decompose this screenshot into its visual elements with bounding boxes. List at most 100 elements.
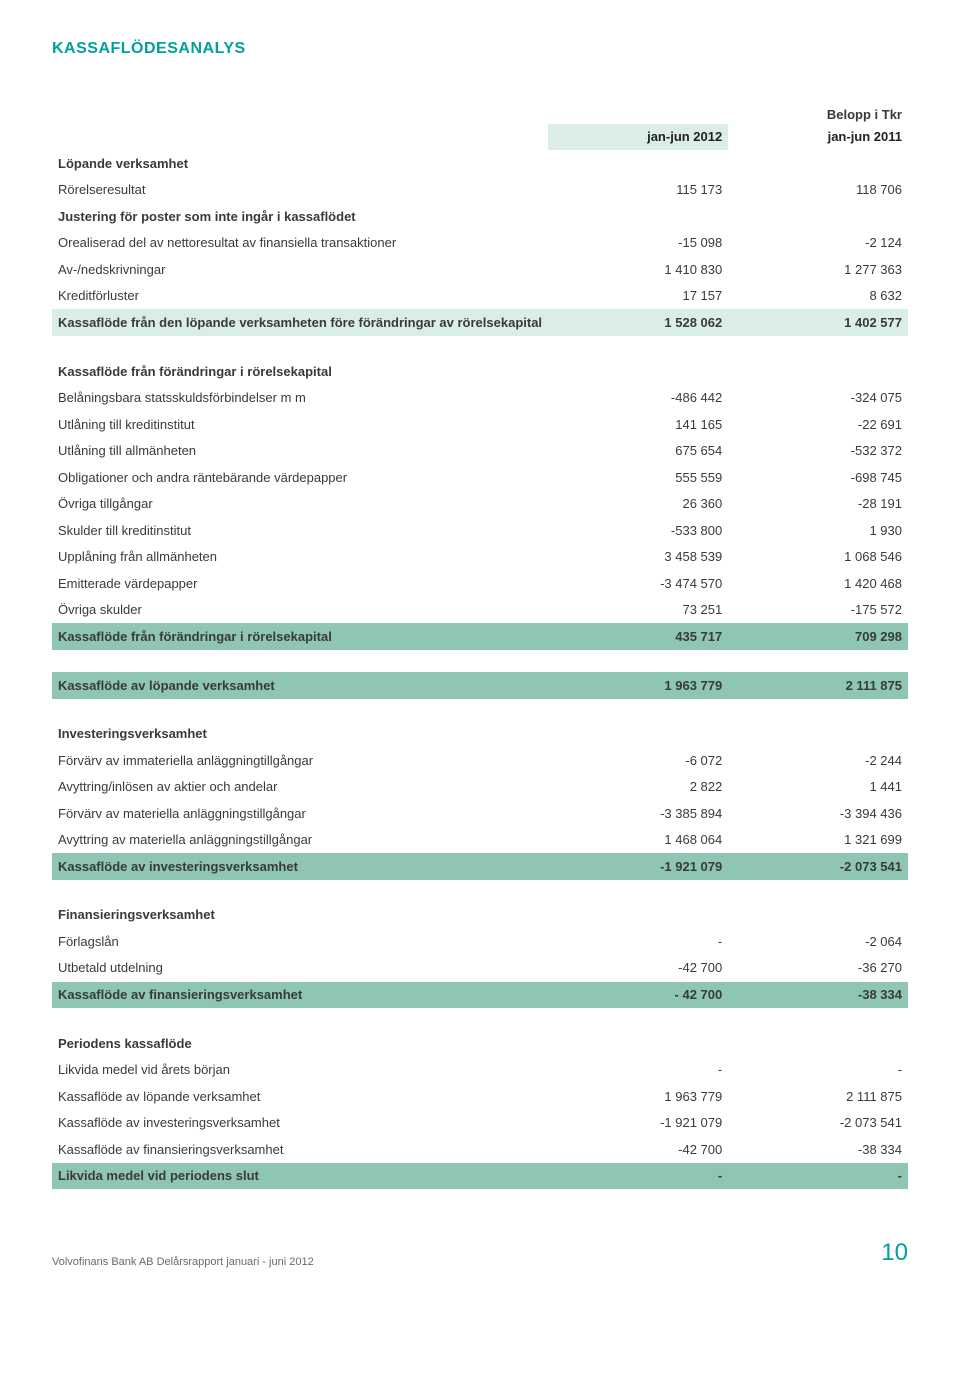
row-value-1: 115 173	[548, 177, 728, 204]
page-footer: Volvofinans Bank AB Delårsrapport januar…	[52, 1237, 908, 1269]
row-value-1: -	[548, 928, 728, 955]
row-value-2: -2 124	[728, 230, 908, 257]
table-row: Likvida medel vid periodens slut--	[52, 1163, 908, 1190]
table-row: Kassaflöde från förändringar i rörelseka…	[52, 358, 908, 385]
row-value-1: -	[548, 1057, 728, 1084]
row-label: Utlåning till allmänheten	[52, 438, 548, 465]
row-value-2	[728, 721, 908, 748]
row-label: Emitterade värdepapper	[52, 570, 548, 597]
footer-text: Volvofinans Bank AB Delårsrapport januar…	[52, 1255, 314, 1270]
row-value-2: -698 745	[728, 464, 908, 491]
row-value-1: -	[548, 1163, 728, 1190]
table-row: Avyttring/inlösen av aktier och andelar2…	[52, 774, 908, 801]
row-value-2: -	[728, 1163, 908, 1190]
row-label: Kassaflöde av finansieringsverksamhet	[52, 1136, 548, 1163]
column-header-1: jan-jun 2012	[548, 124, 728, 151]
row-label: Orealiserad del av nettoresultat av fina…	[52, 230, 548, 257]
row-value-2: -36 270	[728, 955, 908, 982]
table-row: Periodens kassaflöde	[52, 1030, 908, 1057]
row-value-2: -2 073 541	[728, 1110, 908, 1137]
row-value-1: 435 717	[548, 623, 728, 650]
row-value-2: -22 691	[728, 411, 908, 438]
row-label: Kreditförluster	[52, 283, 548, 310]
row-label: Avyttring av materiella anläggningstillg…	[52, 827, 548, 854]
row-value-2: -38 334	[728, 1136, 908, 1163]
table-row: Emitterade värdepapper-3 474 5701 420 46…	[52, 570, 908, 597]
table-row: Finansieringsverksamhet	[52, 902, 908, 929]
table-row: Utlåning till kreditinstitut141 165-22 6…	[52, 411, 908, 438]
row-value-1: 17 157	[548, 283, 728, 310]
row-value-2: 8 632	[728, 283, 908, 310]
row-value-2: 1 402 577	[728, 309, 908, 336]
table-row: Förlagslån--2 064	[52, 928, 908, 955]
row-value-1: 1 528 062	[548, 309, 728, 336]
row-label: Kassaflöde från förändringar i rörelseka…	[52, 358, 548, 385]
row-label: Likvida medel vid årets början	[52, 1057, 548, 1084]
row-value-1: -1 921 079	[548, 1110, 728, 1137]
table-row: Likvida medel vid årets början--	[52, 1057, 908, 1084]
row-value-1: -3 474 570	[548, 570, 728, 597]
row-label: Skulder till kreditinstitut	[52, 517, 548, 544]
table-row: Löpande verksamhet	[52, 150, 908, 177]
row-label: Förvärv av immateriella anläggningtillgå…	[52, 747, 548, 774]
row-label: Periodens kassaflöde	[52, 1030, 548, 1057]
row-value-1	[548, 902, 728, 929]
table-row: Kassaflöde av finansieringsverksamhet- 4…	[52, 982, 908, 1009]
row-value-1: 3 458 539	[548, 544, 728, 571]
table-row: Belåningsbara statsskuldsförbindelser m …	[52, 385, 908, 412]
table-row: Kassaflöde av investeringsverksamhet-1 9…	[52, 853, 908, 880]
row-label: Av-/nedskrivningar	[52, 256, 548, 283]
row-value-1: 73 251	[548, 597, 728, 624]
table-row: Kassaflöde från den löpande verksamheten…	[52, 309, 908, 336]
cashflow-table: Belopp i Tkr jan-jun 2012 jan-jun 2011 L…	[52, 102, 908, 1190]
row-label: Justering för poster som inte ingår i ka…	[52, 203, 548, 230]
table-row: Orealiserad del av nettoresultat av fina…	[52, 230, 908, 257]
page-title: KASSAFLÖDESANALYS	[52, 38, 908, 60]
table-row: Obligationer och andra räntebärande värd…	[52, 464, 908, 491]
table-row: Kassaflöde av löpande verksamhet1 963 77…	[52, 1083, 908, 1110]
row-label: Kassaflöde från den löpande verksamheten…	[52, 309, 548, 336]
page-number: 10	[881, 1237, 908, 1269]
row-value-1: -15 098	[548, 230, 728, 257]
row-value-1: -6 072	[548, 747, 728, 774]
table-row: Kassaflöde från förändringar i rörelseka…	[52, 623, 908, 650]
row-value-1: - 42 700	[548, 982, 728, 1009]
row-value-1	[548, 150, 728, 177]
table-row: Av-/nedskrivningar1 410 8301 277 363	[52, 256, 908, 283]
row-label: Löpande verksamhet	[52, 150, 548, 177]
row-value-2: 709 298	[728, 623, 908, 650]
row-value-1: -1 921 079	[548, 853, 728, 880]
row-value-1: 1 963 779	[548, 672, 728, 699]
row-value-1	[548, 203, 728, 230]
table-row: Upplåning från allmänheten3 458 5391 068…	[52, 544, 908, 571]
row-value-2: 118 706	[728, 177, 908, 204]
row-value-1: 1 963 779	[548, 1083, 728, 1110]
row-label: Finansieringsverksamhet	[52, 902, 548, 929]
row-value-1: -533 800	[548, 517, 728, 544]
row-value-2: 2 111 875	[728, 672, 908, 699]
row-label: Likvida medel vid periodens slut	[52, 1163, 548, 1190]
row-label: Förlagslån	[52, 928, 548, 955]
table-row: Kassaflöde av finansieringsverksamhet-42…	[52, 1136, 908, 1163]
table-row: Kassaflöde av löpande verksamhet1 963 77…	[52, 672, 908, 699]
table-row: Övriga skulder73 251-175 572	[52, 597, 908, 624]
row-label: Investeringsverksamhet	[52, 721, 548, 748]
row-value-2: -532 372	[728, 438, 908, 465]
table-row	[52, 650, 908, 672]
row-value-1: 141 165	[548, 411, 728, 438]
row-value-2: -2 244	[728, 747, 908, 774]
row-value-1: -3 385 894	[548, 800, 728, 827]
unit-label: Belopp i Tkr	[728, 102, 908, 124]
row-label: Kassaflöde från förändringar i rörelseka…	[52, 623, 548, 650]
row-value-2: 1 277 363	[728, 256, 908, 283]
table-row	[52, 1008, 908, 1030]
row-value-1: 1 410 830	[548, 256, 728, 283]
row-label: Övriga tillgångar	[52, 491, 548, 518]
row-value-2: -175 572	[728, 597, 908, 624]
column-header-2: jan-jun 2011	[728, 124, 908, 151]
table-row: Justering för poster som inte ingår i ka…	[52, 203, 908, 230]
row-value-2	[728, 1030, 908, 1057]
row-label: Kassaflöde av löpande verksamhet	[52, 672, 548, 699]
table-row: Avyttring av materiella anläggningstillg…	[52, 827, 908, 854]
row-value-1: 1 468 064	[548, 827, 728, 854]
